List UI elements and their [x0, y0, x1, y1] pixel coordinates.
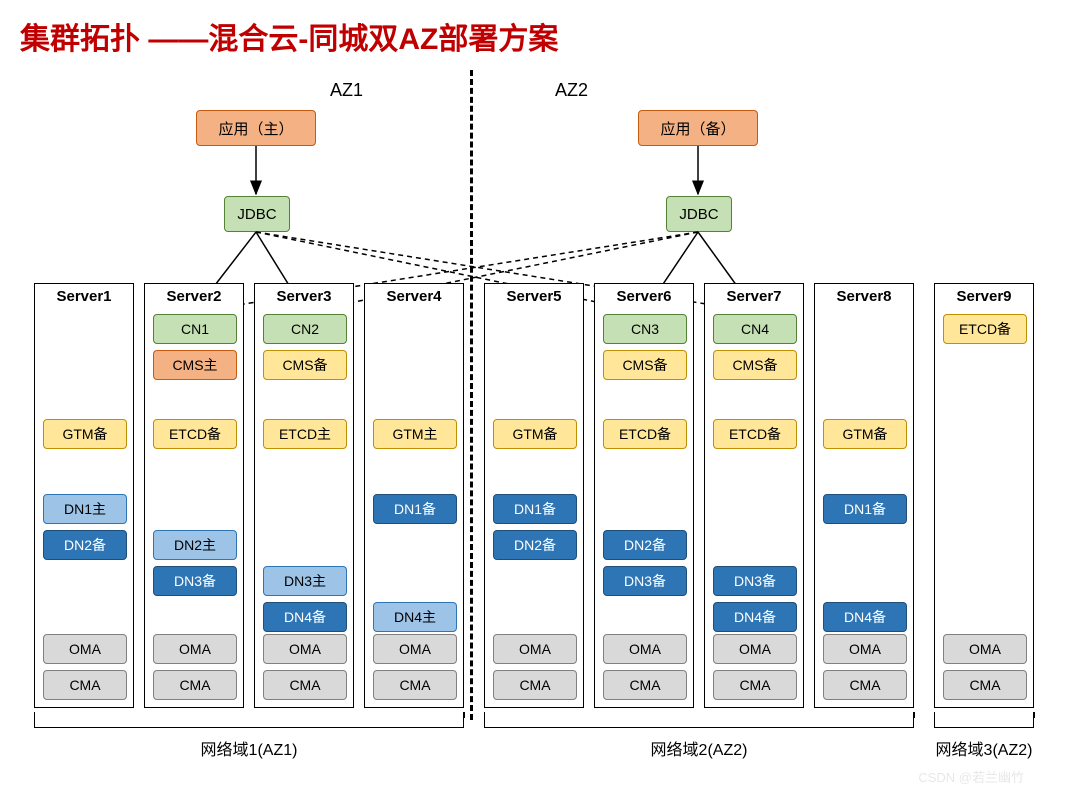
server-title: Server3 [255, 284, 353, 309]
comp-OMA: OMA [43, 634, 127, 664]
comp-DN3备: DN3备 [603, 566, 687, 596]
domain-label-1: 网络域1(AZ1) [34, 736, 464, 760]
server-title: Server8 [815, 284, 913, 309]
comp-OMA: OMA [493, 634, 577, 664]
comp-CMA: CMA [713, 670, 797, 700]
server-2: Server2 CN1 CMS主 ETCD备 DN2主 DN3备 OMA CMA [144, 283, 244, 708]
comp-OMA: OMA [713, 634, 797, 664]
server-7: Server7 CN4 CMS备 ETCD备 DN3备 DN4备OMA CMA [704, 283, 804, 708]
comp-GTM备: GTM备 [43, 419, 127, 449]
comp-OMA: OMA [943, 634, 1027, 664]
page-title: 集群拓扑 ——混合云-同城双AZ部署方案 [20, 14, 558, 58]
comp-DN3备: DN3备 [153, 566, 237, 596]
comp-DN3主: DN3主 [263, 566, 347, 596]
server-title: Server5 [485, 284, 583, 309]
comp-CN4: CN4 [713, 314, 797, 344]
comp-DN4备: DN4备 [823, 602, 907, 632]
server-5: Server5 GTM备 DN1备 DN2备 OMA CMA [484, 283, 584, 708]
comp-ETCD备: ETCD备 [943, 314, 1027, 344]
comp-GTM备: GTM备 [823, 419, 907, 449]
comp-GTM主: GTM主 [373, 419, 457, 449]
comp-ETCD备: ETCD备 [603, 419, 687, 449]
comp-CMA: CMA [823, 670, 907, 700]
comp-ETCD备: ETCD备 [153, 419, 237, 449]
comp-CMS主: CMS主 [153, 350, 237, 380]
comp-CMA: CMA [373, 670, 457, 700]
comp-DN1备: DN1备 [373, 494, 457, 524]
comp-CMS备: CMS备 [713, 350, 797, 380]
comp-CMA: CMA [493, 670, 577, 700]
comp-OMA: OMA [603, 634, 687, 664]
domain-label-3: 网络域3(AZ2) [934, 736, 1034, 760]
comp-DN2主: DN2主 [153, 530, 237, 560]
comp-CMS备: CMS备 [263, 350, 347, 380]
comp-CN3: CN3 [603, 314, 687, 344]
server-title: Server1 [35, 284, 133, 309]
comp-CMA: CMA [943, 670, 1027, 700]
az1-label: AZ1 [330, 80, 363, 101]
comp-DN2备: DN2备 [493, 530, 577, 560]
jdbc2: JDBC [666, 196, 732, 232]
comp-GTM备: GTM备 [493, 419, 577, 449]
comp-OMA: OMA [153, 634, 237, 664]
comp-OMA: OMA [263, 634, 347, 664]
domain-bracket-1 [34, 718, 464, 728]
server-title: Server4 [365, 284, 463, 309]
comp-DN4备: DN4备 [713, 602, 797, 632]
app-primary: 应用（主） [196, 110, 316, 146]
comp-CMA: CMA [263, 670, 347, 700]
server-title: Server6 [595, 284, 693, 309]
server-6: Server6 CN3 CMS备 ETCD备 DN2备 DN3备 OMA CMA [594, 283, 694, 708]
comp-CN2: CN2 [263, 314, 347, 344]
app-standby: 应用（备） [638, 110, 758, 146]
az2-label: AZ2 [555, 80, 588, 101]
comp-CMA: CMA [43, 670, 127, 700]
server-8: Server8 GTM备 DN1备 DN4备OMA CMA [814, 283, 914, 708]
comp-DN1备: DN1备 [493, 494, 577, 524]
comp-DN1主: DN1主 [43, 494, 127, 524]
comp-DN1备: DN1备 [823, 494, 907, 524]
comp-DN4备: DN4备 [263, 602, 347, 632]
server-title: Server7 [705, 284, 803, 309]
comp-CMA: CMA [153, 670, 237, 700]
server-9: Server9 ETCD备 OMA CMA [934, 283, 1034, 708]
watermark: CSDN @若兰幽竹 [918, 767, 1024, 786]
server-title: Server9 [935, 284, 1033, 309]
comp-DN2备: DN2备 [603, 530, 687, 560]
comp-CMA: CMA [603, 670, 687, 700]
server-1: Server1 GTM备 DN1主 DN2备 OMA CMA [34, 283, 134, 708]
domain-bracket-2 [484, 718, 914, 728]
comp-DN3备: DN3备 [713, 566, 797, 596]
az-divider [470, 70, 473, 720]
server-4: Server4 GTM主 DN1备 DN4主OMA CMA [364, 283, 464, 708]
comp-DN4主: DN4主 [373, 602, 457, 632]
comp-ETCD备: ETCD备 [713, 419, 797, 449]
comp-CMS备: CMS备 [603, 350, 687, 380]
comp-CN1: CN1 [153, 314, 237, 344]
server-title: Server2 [145, 284, 243, 309]
comp-ETCD主: ETCD主 [263, 419, 347, 449]
server-3: Server3 CN2 CMS备 ETCD主 DN3主 DN4备OMA CMA [254, 283, 354, 708]
domain-label-2: 网络域2(AZ2) [484, 736, 914, 760]
comp-OMA: OMA [823, 634, 907, 664]
jdbc1: JDBC [224, 196, 290, 232]
comp-OMA: OMA [373, 634, 457, 664]
domain-bracket-3 [934, 718, 1034, 728]
comp-DN2备: DN2备 [43, 530, 127, 560]
